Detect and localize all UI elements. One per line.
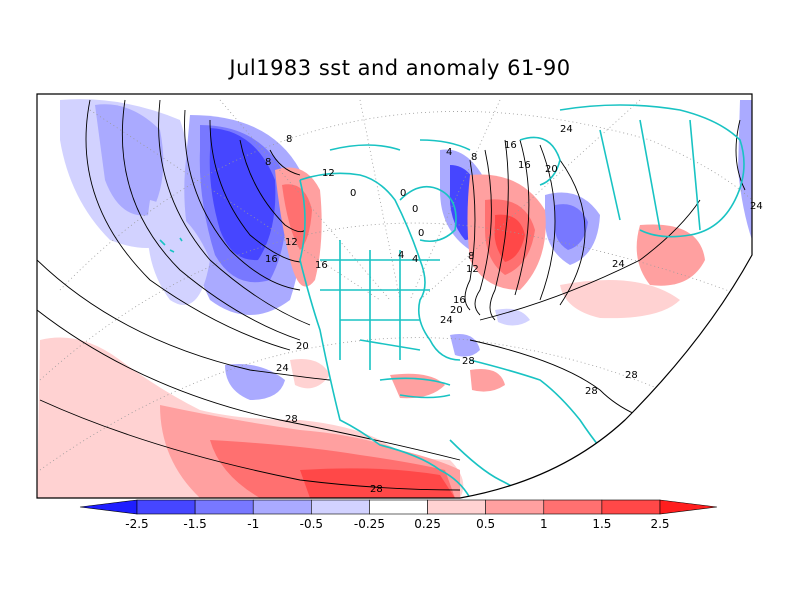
positive-anomaly-shading: [37, 167, 705, 498]
contour-label: 24: [612, 259, 625, 270]
contour-label: 16: [518, 160, 531, 171]
contour-label: 0: [418, 228, 424, 239]
contour-label: 16: [453, 295, 466, 306]
colorbar-tick-label: 0.5: [476, 517, 495, 531]
contour-label: 12: [466, 264, 479, 275]
contour-label: 4: [446, 147, 452, 158]
map-title: Jul1983 sst and anomaly 61-90: [229, 56, 571, 80]
map-frame: [36, 93, 753, 499]
contour-label: 20: [545, 164, 558, 175]
colorbar-tick-label: -1.5: [183, 517, 206, 531]
contour-label: 16: [265, 254, 278, 265]
contour-label: 28: [285, 414, 298, 425]
contour-label: 24: [276, 363, 289, 374]
colorbar-tick-label: -0.25: [354, 517, 385, 531]
colorbar-box: [427, 499, 486, 515]
colorbar-box: [252, 499, 312, 515]
contour-labels: 8 8 12 16 16 20 24 28 28 0 0 0 4 0 4 8 1…: [265, 124, 763, 495]
contour-label: 8: [471, 152, 477, 163]
colorbar-tick-label: 0.25: [414, 517, 441, 531]
colorbar-min-arrow: [79, 499, 138, 515]
colorbar-box: [369, 499, 428, 515]
colorbar: -2.5 -1.5 -1 -0.5 -0.25 0.25 0.5 1 1.5 2.5: [79, 499, 718, 531]
contour-label: 24: [440, 315, 453, 326]
graticule: [39, 99, 752, 471]
contour-label: 24: [750, 201, 763, 212]
contour-label: 28: [585, 386, 598, 397]
colorbar-box: [311, 499, 370, 515]
colorbar-tick-label: 1: [540, 517, 548, 531]
contour-label: 20: [450, 305, 463, 316]
contour-label: 28: [625, 370, 638, 381]
coastlines: [159, 104, 745, 498]
contour-label: 0: [412, 204, 418, 215]
colorbar-max-arrow: [659, 499, 718, 515]
contour-label: 0: [350, 188, 356, 199]
colorbar-box: [543, 499, 603, 515]
contour-label: 20: [296, 341, 309, 352]
contour-label: 4: [398, 250, 404, 261]
contour-label: 8: [468, 251, 474, 262]
colorbar-tick-label: 2.5: [650, 517, 669, 531]
colorbar-tick-label: -0.5: [300, 517, 323, 531]
colorbar-box: [136, 499, 196, 515]
colorbar-box: [601, 499, 661, 515]
colorbar-tick-label: 1.5: [592, 517, 611, 531]
contour-label: 12: [285, 237, 298, 248]
contour-label: 28: [370, 484, 383, 495]
colorbar-box: [194, 499, 254, 515]
map-area: [37, 99, 752, 498]
contour-label: 16: [504, 140, 517, 151]
colorbar-box: [485, 499, 545, 515]
contour-label: 8: [265, 157, 271, 168]
contour-label: 0: [400, 188, 406, 199]
colorbar-tick-label: -1: [247, 517, 259, 531]
contour-label: 28: [462, 356, 475, 367]
contour-label: 24: [560, 124, 573, 135]
contour-label: 4: [412, 254, 418, 265]
sst-contours: [37, 99, 746, 491]
contour-label: 8: [286, 134, 292, 145]
contour-label: 12: [322, 168, 335, 179]
colorbar-tick-label: -2.5: [125, 517, 148, 531]
contour-label: 16: [315, 260, 328, 271]
